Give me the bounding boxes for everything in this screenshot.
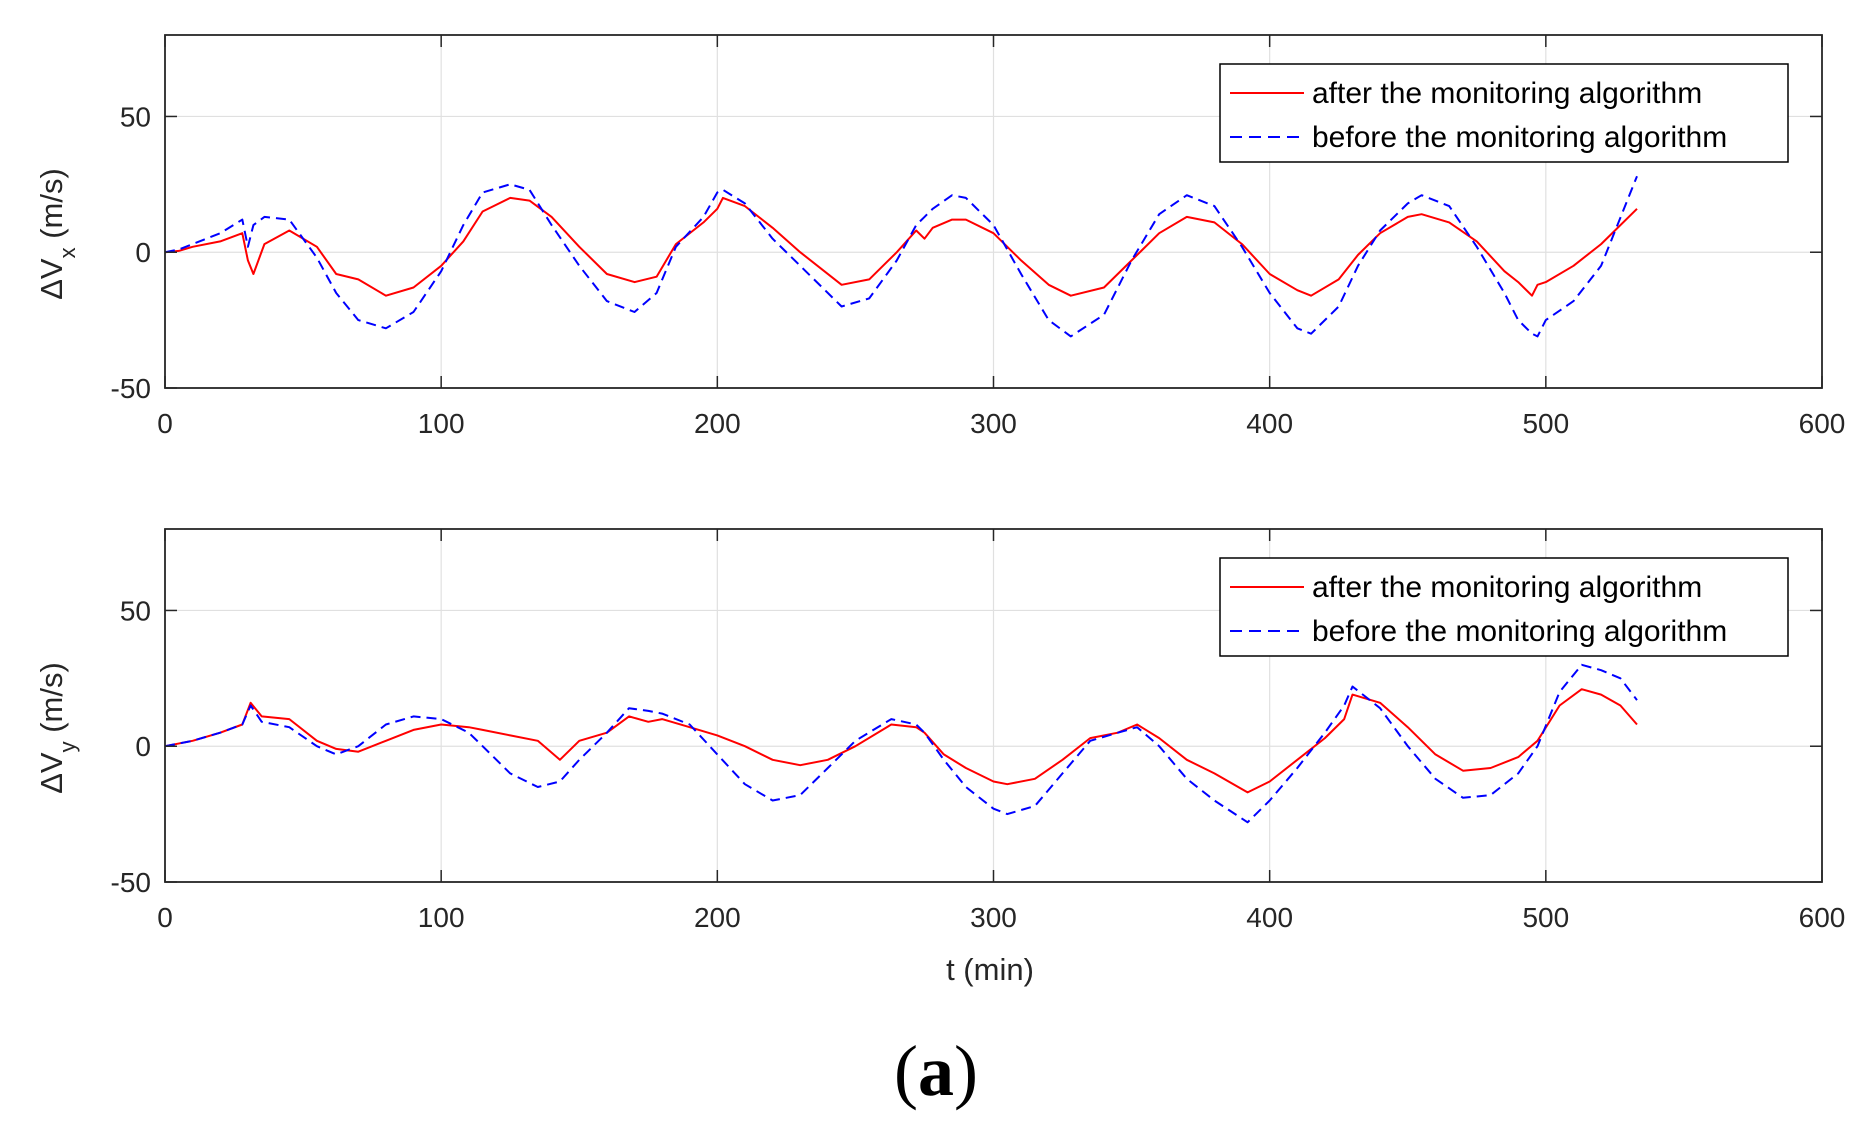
caption-letter: a <box>918 1031 954 1111</box>
vy-xtick-label: 500 <box>1522 902 1569 933</box>
vx-ytick-label: -50 <box>111 373 151 404</box>
vy-ytick-label: 0 <box>135 731 151 762</box>
caption-open: ( <box>894 1031 918 1111</box>
legend-label-before: before the monitoring algorithm <box>1312 615 1727 648</box>
vx-xtick-label: 600 <box>1799 408 1846 439</box>
vx-xtick-label: 100 <box>418 408 465 439</box>
panel-vx-ylabel: ΔVx (m/s) <box>34 168 80 300</box>
vx-series-after <box>164 196 1638 297</box>
vy-xtick-label: 200 <box>694 902 741 933</box>
vx-series-before <box>164 175 1638 338</box>
legend-box <box>1219 557 1789 657</box>
legend-label-after: after the monitoring algorithm <box>1312 77 1702 110</box>
vx-xtick-label: 500 <box>1522 408 1569 439</box>
vx-xtick-label: 300 <box>970 408 1017 439</box>
legend-box <box>1219 63 1789 163</box>
vx-xtick-label: 200 <box>694 408 741 439</box>
legend-label-after: after the monitoring algorithm <box>1312 571 1702 604</box>
vy-ytick-label: 50 <box>120 595 151 626</box>
vx-xtick-label: 400 <box>1246 408 1293 439</box>
figure-caption: (a) <box>894 1031 978 1111</box>
legend-label-before: before the monitoring algorithm <box>1312 121 1727 154</box>
vx-ytick-label: 50 <box>120 101 151 132</box>
panel-vy-xlabel: t (min) <box>946 952 1034 987</box>
caption-close: ) <box>954 1031 978 1111</box>
vx-xtick-label: 0 <box>157 408 173 439</box>
vy-ytick-label: -50 <box>111 867 151 898</box>
vy-xtick-label: 100 <box>418 902 465 933</box>
vy-xtick-label: 0 <box>157 902 173 933</box>
vy-series-before <box>164 663 1638 824</box>
panel-vy-legend: after the monitoring algorithm before th… <box>1219 557 1789 657</box>
vy-xtick-label: 600 <box>1799 902 1846 933</box>
panel-vx-legend: after the monitoring algorithm before th… <box>1219 63 1789 163</box>
panel-vy-ylabel: ΔVy (m/s) <box>34 662 80 794</box>
vy-xtick-label: 300 <box>970 902 1017 933</box>
vy-series-after <box>164 688 1638 794</box>
vy-xtick-label: 400 <box>1246 902 1293 933</box>
vx-ytick-label: 0 <box>135 237 151 268</box>
